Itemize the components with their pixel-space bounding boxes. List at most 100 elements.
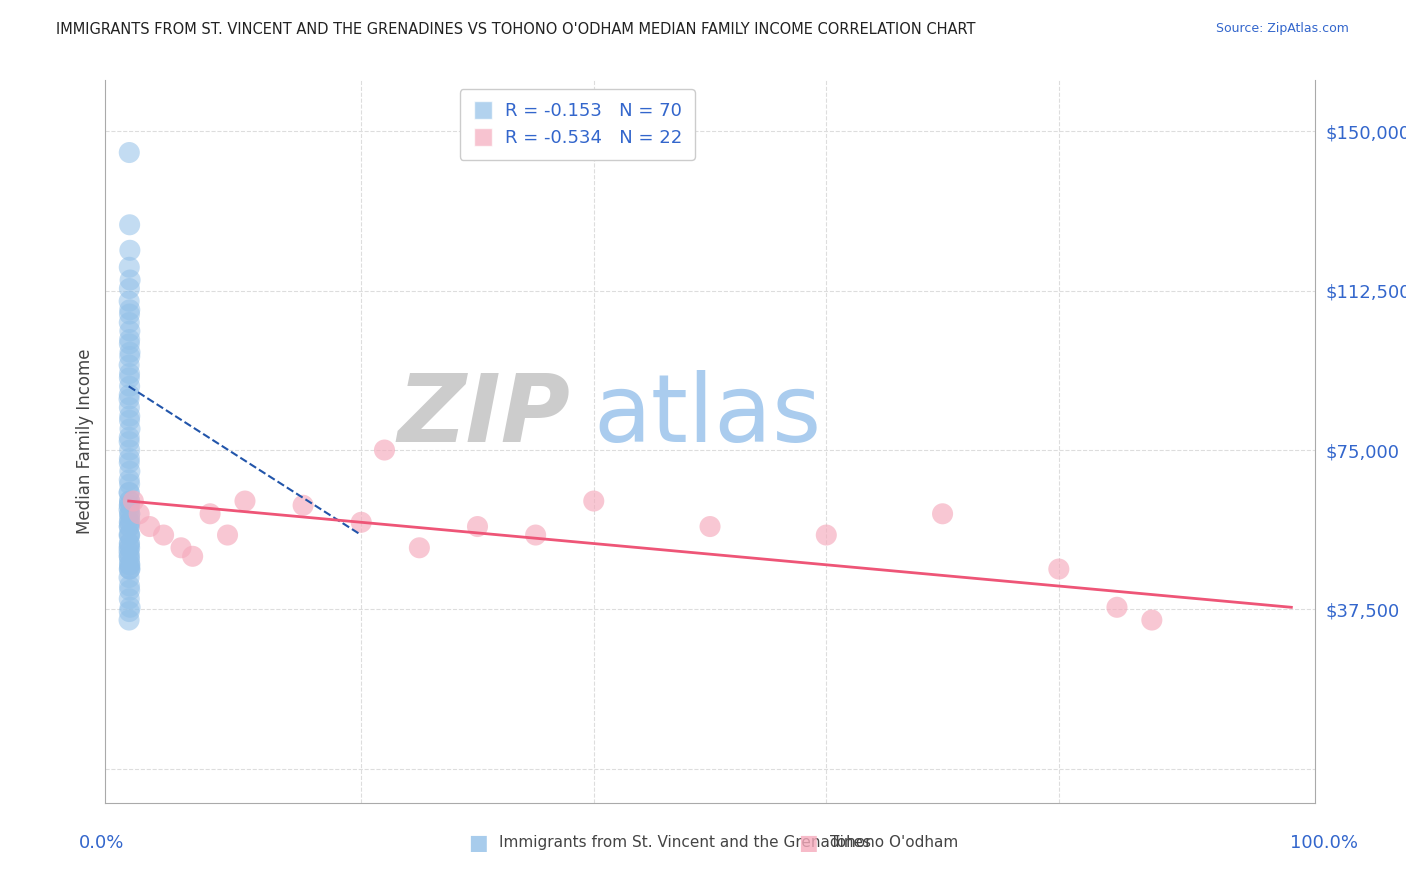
Point	[118, 388, 141, 402]
Point	[118, 336, 141, 351]
Point	[118, 536, 141, 550]
Point	[118, 545, 141, 559]
Point	[118, 324, 141, 338]
Point	[118, 558, 141, 572]
Point	[118, 507, 141, 521]
Text: 100.0%: 100.0%	[1291, 834, 1358, 852]
Point	[118, 145, 141, 160]
Text: IMMIGRANTS FROM ST. VINCENT AND THE GRENADINES VS TOHONO O'ODHAM MEDIAN FAMILY I: IMMIGRANTS FROM ST. VINCENT AND THE GREN…	[56, 22, 976, 37]
Point	[118, 464, 141, 478]
Point	[1105, 600, 1128, 615]
Point	[118, 244, 141, 258]
Point	[118, 536, 141, 550]
Point	[118, 562, 141, 576]
Point	[118, 260, 141, 275]
Point	[118, 307, 141, 321]
Point	[118, 549, 141, 564]
Point	[118, 605, 141, 619]
Point	[118, 485, 141, 500]
Point	[118, 498, 141, 512]
Point	[118, 413, 141, 427]
Point	[118, 516, 141, 530]
Point	[118, 371, 141, 385]
Point	[122, 494, 145, 508]
Point	[198, 507, 221, 521]
Point	[118, 562, 141, 576]
Point	[118, 516, 141, 530]
Point	[118, 591, 141, 606]
Point	[467, 519, 489, 533]
Point	[118, 456, 141, 470]
Point	[138, 519, 160, 533]
Point	[118, 316, 141, 330]
Point	[350, 516, 373, 530]
Text: ■: ■	[468, 833, 488, 853]
Point	[118, 579, 141, 593]
Text: Source: ZipAtlas.com: Source: ZipAtlas.com	[1216, 22, 1350, 36]
Point	[118, 507, 141, 521]
Point	[118, 379, 141, 393]
Point	[118, 519, 141, 533]
Point	[118, 294, 141, 309]
Text: 0.0%: 0.0%	[79, 834, 124, 852]
Point	[118, 302, 141, 317]
Point	[118, 367, 141, 381]
Point	[118, 541, 141, 555]
Point	[233, 494, 256, 508]
Point	[118, 558, 141, 572]
Point	[582, 494, 605, 508]
Point	[118, 392, 141, 406]
Point	[118, 528, 141, 542]
Point	[152, 528, 174, 542]
Point	[118, 485, 141, 500]
Point	[118, 430, 141, 444]
Point	[118, 409, 141, 423]
Point	[118, 451, 141, 466]
Point	[118, 434, 141, 449]
Point	[1140, 613, 1163, 627]
Point	[118, 345, 141, 359]
Point	[118, 528, 141, 542]
Point	[118, 562, 141, 576]
Text: ■: ■	[799, 833, 818, 853]
Point	[815, 528, 838, 542]
Point	[118, 494, 141, 508]
Text: Immigrants from St. Vincent and the Grenadines: Immigrants from St. Vincent and the Gren…	[499, 836, 872, 850]
Point	[217, 528, 239, 542]
Point	[699, 519, 721, 533]
Point	[118, 528, 141, 542]
Point	[118, 519, 141, 533]
Point	[118, 570, 141, 584]
Point	[181, 549, 204, 564]
Point	[292, 498, 315, 512]
Point	[408, 541, 430, 555]
Point	[118, 494, 141, 508]
Point	[118, 553, 141, 567]
Point	[118, 443, 141, 458]
Point	[524, 528, 547, 542]
Point	[118, 477, 141, 491]
Point	[118, 502, 141, 516]
Point	[118, 358, 141, 372]
Point	[118, 422, 141, 436]
Point	[118, 281, 141, 295]
Text: ZIP: ZIP	[398, 370, 571, 462]
Point	[120, 273, 142, 287]
Text: Tohono O'odham: Tohono O'odham	[830, 836, 957, 850]
Point	[118, 473, 141, 487]
Point	[118, 583, 141, 598]
Point	[118, 549, 141, 564]
Point	[118, 218, 141, 232]
Legend: R = -0.153   N = 70, R = -0.534   N = 22: R = -0.153 N = 70, R = -0.534 N = 22	[460, 89, 695, 160]
Point	[1047, 562, 1070, 576]
Point	[128, 507, 150, 521]
Point	[118, 498, 141, 512]
Text: atlas: atlas	[593, 370, 823, 462]
Point	[118, 401, 141, 415]
Point	[931, 507, 953, 521]
Point	[170, 541, 193, 555]
Point	[118, 613, 141, 627]
Point	[120, 600, 142, 615]
Point	[118, 333, 141, 347]
Y-axis label: Median Family Income: Median Family Income	[76, 349, 94, 534]
